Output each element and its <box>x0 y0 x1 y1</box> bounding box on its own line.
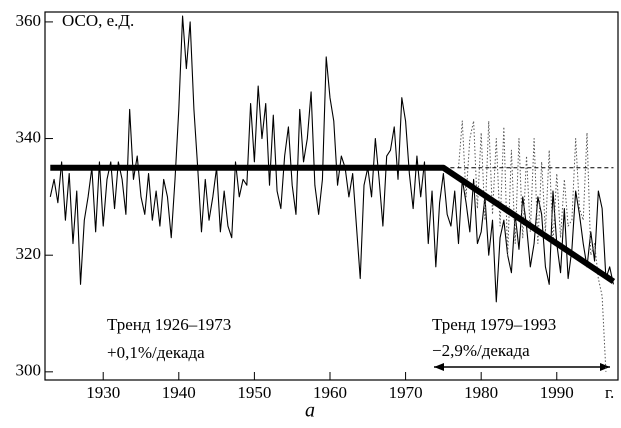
y-tick-label: 360 <box>16 11 42 30</box>
y-tick-label: 300 <box>16 361 42 380</box>
series-line <box>50 164 616 284</box>
series-line <box>49 15 614 303</box>
y-tick-label: 340 <box>16 127 42 146</box>
plot-frame <box>44 11 619 381</box>
annotation: Тренд 1979–1993 <box>432 315 556 334</box>
x-tick-label: 1980 <box>464 383 498 402</box>
series-line <box>458 120 607 372</box>
y-tick-label: 320 <box>16 244 42 263</box>
caption: а <box>305 400 315 422</box>
x-tick-label: 1930 <box>86 383 120 402</box>
annotation: −2,9%/декада <box>432 341 530 360</box>
x-tick-label: 1940 <box>162 383 196 402</box>
x-tick-label: 1950 <box>237 383 271 402</box>
period-arrow <box>434 363 610 371</box>
x-tick-label: 1990 <box>540 383 574 402</box>
x-tick-label: 1970 <box>389 383 423 402</box>
x-unit: г. <box>605 383 614 402</box>
y-axis-label: ОСО, е.Д. <box>62 11 134 30</box>
annotation: +0,1%/декада <box>107 343 205 362</box>
annotation: Тренд 1926–1973 <box>107 315 231 334</box>
x-tick-label: 1960 <box>313 383 347 402</box>
